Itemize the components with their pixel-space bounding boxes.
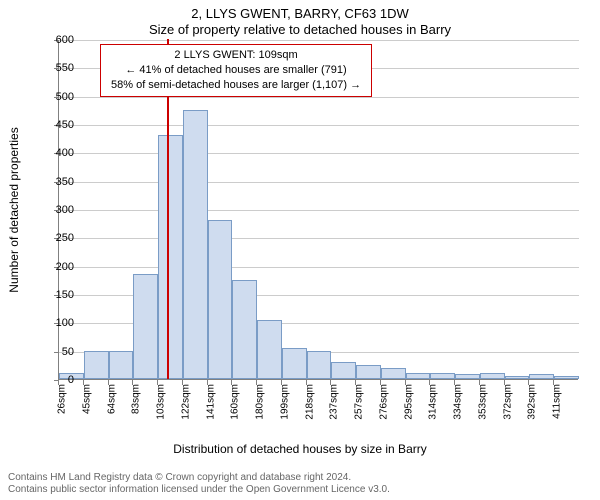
xtick-label: 411sqm xyxy=(552,384,563,419)
gridline xyxy=(59,97,579,98)
histogram-bar xyxy=(529,374,554,379)
xtick-label: 353sqm xyxy=(477,384,488,420)
xtick-label: 334sqm xyxy=(453,384,464,420)
ytick-label: 250 xyxy=(44,232,74,244)
gridline xyxy=(59,182,579,183)
histogram-bar xyxy=(257,320,282,380)
ytick-label: 150 xyxy=(44,289,74,301)
ytick-label: 50 xyxy=(44,346,74,358)
histogram-bar xyxy=(430,373,455,379)
histogram-bar xyxy=(554,376,579,379)
ytick-label: 200 xyxy=(44,261,74,273)
histogram-bar xyxy=(158,135,183,379)
xtick-label: 64sqm xyxy=(106,384,117,414)
histogram-bar xyxy=(505,376,530,379)
histogram-bar xyxy=(406,373,431,379)
histogram-bar xyxy=(455,374,480,379)
gridline xyxy=(59,238,579,239)
histogram-bar xyxy=(84,351,109,379)
gridline xyxy=(59,125,579,126)
ytick-label: 100 xyxy=(44,317,74,329)
xtick-label: 103sqm xyxy=(156,384,167,420)
ytick-label: 450 xyxy=(44,119,74,131)
histogram-bar xyxy=(282,348,307,379)
ytick-label: 400 xyxy=(44,147,74,159)
x-axis-label: Distribution of detached houses by size … xyxy=(0,442,600,456)
reference-info-box: 2 LLYS GWENT: 109sqm ← 41% of detached h… xyxy=(100,44,372,97)
histogram-bar xyxy=(331,362,356,379)
ytick-label: 550 xyxy=(44,62,74,74)
histogram-bar xyxy=(109,351,134,379)
histogram-bar xyxy=(232,280,257,379)
histogram-bar xyxy=(356,365,381,379)
chart-title-sub: Size of property relative to detached ho… xyxy=(0,22,600,37)
xtick-label: 160sqm xyxy=(230,384,241,420)
histogram-bar xyxy=(183,110,208,379)
footer-line-1: Contains HM Land Registry data © Crown c… xyxy=(8,472,390,484)
xtick-label: 295sqm xyxy=(403,384,414,420)
histogram-bar xyxy=(381,368,406,379)
y-axis-label: Number of detached properties xyxy=(7,127,21,292)
ytick-label: 350 xyxy=(44,176,74,188)
xtick-label: 392sqm xyxy=(527,384,538,420)
xtick-label: 199sqm xyxy=(279,384,290,420)
chart-title-main: 2, LLYS GWENT, BARRY, CF63 1DW xyxy=(0,6,600,21)
xtick-label: 180sqm xyxy=(255,384,266,420)
gridline xyxy=(59,153,579,154)
info-line-2: ← 41% of detached houses are smaller (79… xyxy=(111,63,361,78)
chart-container: 2, LLYS GWENT, BARRY, CF63 1DW Size of p… xyxy=(0,0,600,500)
xtick-label: 314sqm xyxy=(428,384,439,420)
gridline xyxy=(59,267,579,268)
histogram-bar xyxy=(208,220,233,379)
xtick-label: 237sqm xyxy=(329,384,340,420)
xtick-label: 83sqm xyxy=(131,384,142,414)
info-line-1: 2 LLYS GWENT: 109sqm xyxy=(111,48,361,63)
xtick-label: 257sqm xyxy=(354,384,365,420)
ytick-label: 300 xyxy=(44,204,74,216)
info-line-3: 58% of semi-detached houses are larger (… xyxy=(111,78,361,93)
histogram-bar xyxy=(133,274,158,379)
gridline xyxy=(59,210,579,211)
xtick-label: 122sqm xyxy=(180,384,191,420)
xtick-label: 26sqm xyxy=(57,384,68,414)
xtick-label: 45sqm xyxy=(81,384,92,414)
xtick-label: 276sqm xyxy=(378,384,389,420)
histogram-bar xyxy=(307,351,332,379)
footer-line-2: Contains public sector information licen… xyxy=(8,484,390,496)
footer-attribution: Contains HM Land Registry data © Crown c… xyxy=(8,472,390,496)
ytick-label: 600 xyxy=(44,34,74,46)
histogram-bar xyxy=(480,373,505,379)
ytick-label: 500 xyxy=(44,91,74,103)
xtick-label: 141sqm xyxy=(205,384,216,420)
xtick-label: 218sqm xyxy=(304,384,315,420)
gridline xyxy=(59,40,579,41)
xtick-label: 372sqm xyxy=(502,384,513,420)
